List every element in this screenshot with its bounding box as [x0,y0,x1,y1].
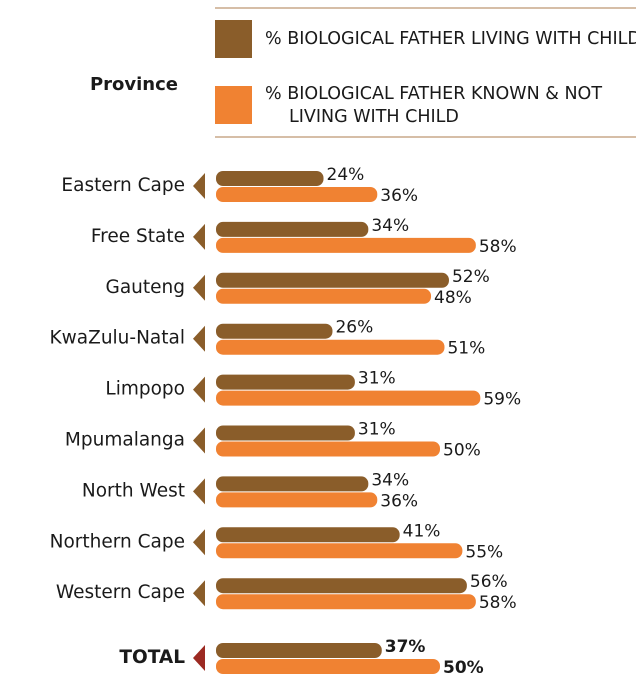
bar [216,272,449,288]
legend-swatch [215,20,252,58]
arrow [193,223,205,250]
category-label: Mpumalanga [65,430,185,451]
bar [216,643,382,658]
bar [216,441,440,457]
arrow [193,427,205,454]
arrow [193,645,205,671]
bar [216,221,369,237]
category-label: Free State [91,226,185,247]
bar [216,543,463,559]
bar [216,237,476,253]
bar [216,187,378,202]
value-label: 59% [483,390,521,410]
value-label: 51% [447,339,485,359]
bar [216,390,481,406]
value-label: 31% [358,420,396,440]
category-label: North West [82,480,185,501]
category-label: Eastern Cape [61,175,185,196]
category-label: Limpopo [105,379,185,400]
legend-label: % BIOLOGICAL FATHER LIVING WITH CHILD [265,29,636,49]
arrow [193,529,205,556]
legend-swatch [215,86,252,124]
value-label: 56% [470,572,508,592]
bar [216,339,445,355]
value-label: 37% [385,637,426,657]
legend-label: % BIOLOGICAL FATHER KNOWN & NOT LIVING W… [265,84,603,127]
bar [216,594,476,610]
arrow [193,580,205,607]
value-label: 50% [443,658,484,674]
value-label: 52% [452,267,490,287]
category-label: Western Cape [56,582,185,603]
bar [216,171,324,186]
category-label: Gauteng [105,277,185,298]
arrow [193,325,205,352]
bar [216,578,467,594]
value-label: 41% [403,521,441,541]
header: Province [90,74,178,95]
arrow [193,376,205,403]
bar [216,323,333,339]
value-label: 36% [380,186,418,206]
bar [216,288,432,304]
value-label: 34% [371,216,409,236]
bar [216,476,369,492]
value-label: 34% [371,470,409,490]
category-label: TOTAL [119,647,185,668]
value-label: 26% [335,318,373,338]
value-label: 48% [434,288,472,308]
arrow [193,274,205,301]
value-label: 58% [479,593,517,613]
bar [216,527,400,543]
arrow [193,173,205,199]
value-label: 36% [380,491,418,511]
value-label: 24% [327,165,365,185]
category-label: KwaZulu-Natal [50,328,185,349]
value-label: 58% [479,237,517,257]
arrow [193,478,205,505]
value-label: 50% [443,441,481,461]
category-label: Northern Cape [50,531,185,552]
value-label: 55% [465,542,503,562]
bar [216,492,378,508]
value-label: 31% [358,369,396,389]
bar [216,659,440,674]
bar [216,374,355,390]
bar [216,425,355,441]
